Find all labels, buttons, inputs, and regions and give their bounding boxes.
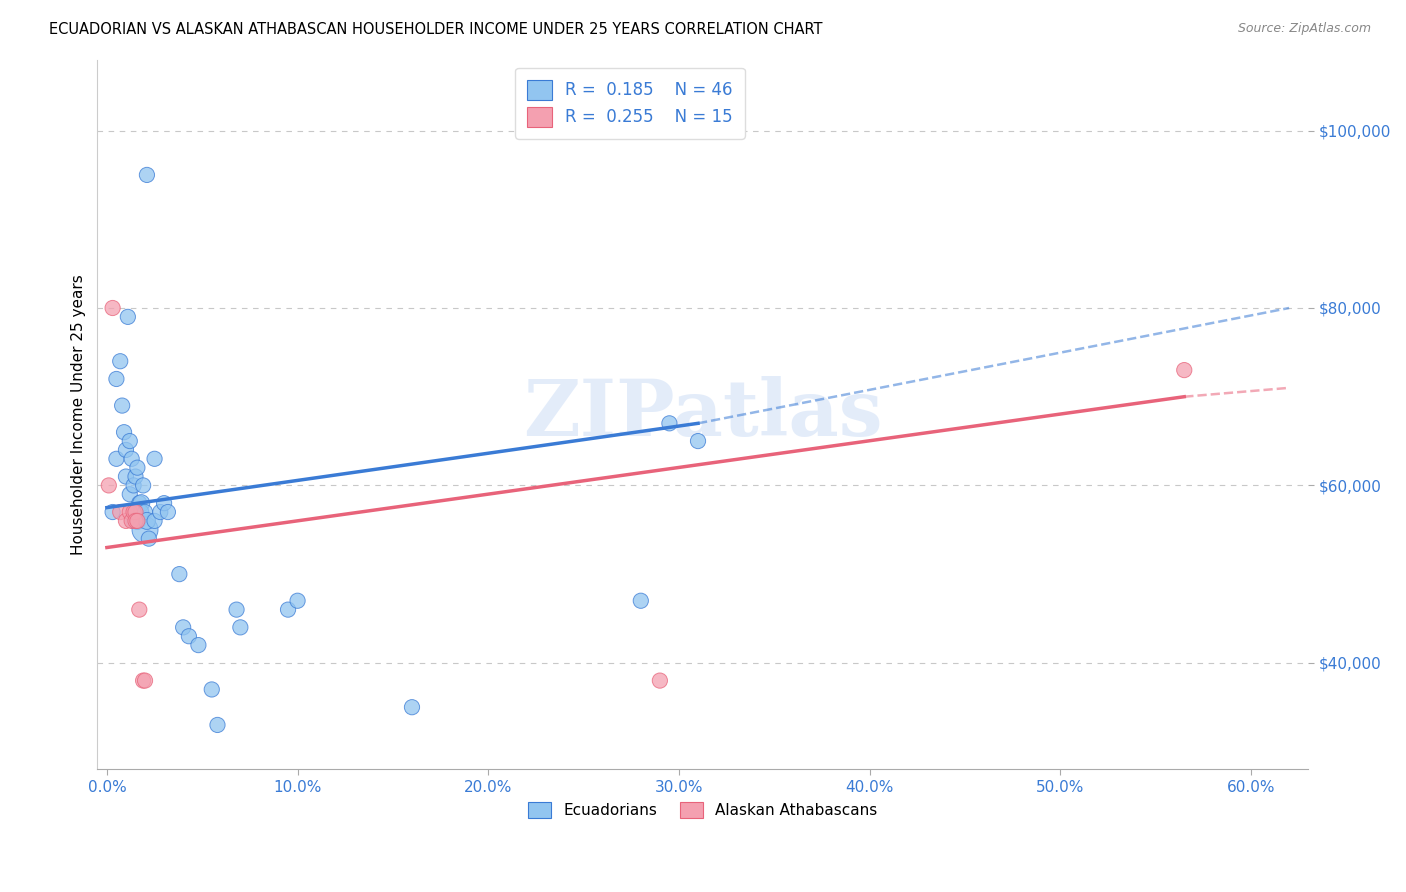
Point [143,514,166,528]
Point [124,514,146,528]
Point [118,434,141,448]
Point [124,505,146,519]
Point [122,478,145,492]
Point [229,620,252,634]
Point [129,496,152,510]
Text: ECUADORIAN VS ALASKAN ATHABASCAN HOUSEHOLDER INCOME UNDER 25 YEARS CORRELATION C: ECUADORIAN VS ALASKAN ATHABASCAN HOUSEHO… [49,22,823,37]
Point [127,514,149,528]
Point [1173,363,1195,377]
Point [97,478,120,492]
Point [187,638,209,652]
Legend: Ecuadorians, Alaskan Athabascans: Ecuadorians, Alaskan Athabascans [520,794,886,825]
Point [686,434,709,448]
Point [630,593,652,607]
Point [225,602,247,616]
Point [401,700,423,714]
Point [101,505,124,519]
Point [115,469,138,483]
Point [124,469,146,483]
Point [105,451,128,466]
Point [648,673,671,688]
Point [129,505,152,519]
Point [124,505,146,519]
Point [287,593,309,607]
Point [143,451,166,466]
Text: ZIPatlas: ZIPatlas [523,376,883,452]
Point [115,514,138,528]
Point [101,301,124,315]
Point [122,505,145,519]
Point [153,496,176,510]
Point [132,478,155,492]
Point [121,514,143,528]
Point [136,514,159,528]
Point [132,673,155,688]
Point [118,505,141,519]
Point [172,620,194,634]
Point [134,523,156,537]
Point [138,532,160,546]
Point [207,718,229,732]
Point [201,682,224,697]
Point [128,496,150,510]
Point [128,602,150,616]
Point [110,354,132,368]
Point [136,168,159,182]
Point [658,417,681,431]
Point [149,505,172,519]
Point [169,567,191,582]
Point [122,514,145,528]
Point [112,425,135,440]
Point [118,487,141,501]
Y-axis label: Householder Income Under 25 years: Householder Income Under 25 years [72,274,86,555]
Point [127,514,149,528]
Point [115,442,138,457]
Point [117,310,139,324]
Point [111,399,134,413]
Point [110,505,132,519]
Point [134,505,156,519]
Point [134,673,156,688]
Point [156,505,179,519]
Point [121,451,143,466]
Point [277,602,299,616]
Point [127,460,149,475]
Point [177,629,200,643]
Point [105,372,128,386]
Text: Source: ZipAtlas.com: Source: ZipAtlas.com [1237,22,1371,36]
